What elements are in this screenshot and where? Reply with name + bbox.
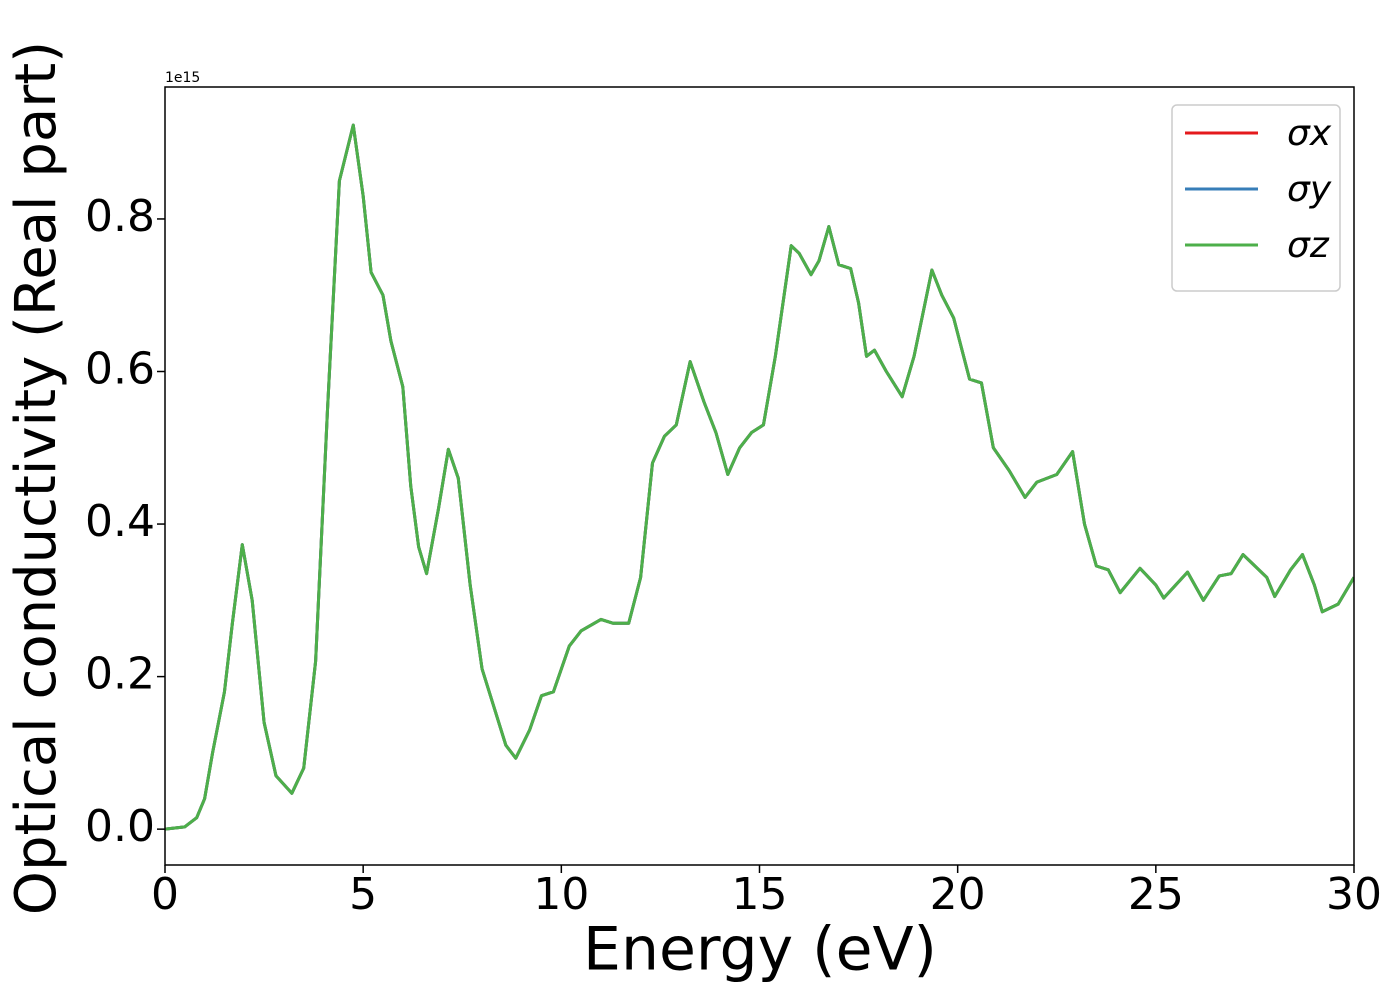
x-tick-label: 30	[1326, 869, 1382, 920]
plot-frame	[164, 86, 1355, 866]
y-tick-label: 0.6	[85, 344, 155, 395]
legend-label: σx	[1287, 113, 1332, 154]
x-tick-label: 5	[349, 869, 377, 920]
x-tick-label: 25	[1128, 869, 1184, 920]
y-axis-label: Optical conductivity (Real part)	[4, 41, 69, 915]
legend-label: σy	[1287, 169, 1332, 210]
x-tick-label: 10	[533, 869, 589, 920]
y-tick-label: 0.2	[85, 649, 155, 700]
y-offset-label: 1e15	[165, 70, 200, 86]
y-tick-label: 0.0	[85, 801, 155, 852]
y-tick-label: 0.8	[85, 191, 155, 242]
x-tick-label: 20	[930, 869, 986, 920]
series-line	[165, 123, 1354, 831]
y-tick-label: 0.4	[85, 496, 155, 547]
x-axis-label: Energy (eV)	[583, 915, 937, 985]
x-tick-label: 0	[151, 869, 179, 920]
x-tick-label: 15	[732, 869, 788, 920]
legend-label: σz	[1287, 225, 1330, 266]
